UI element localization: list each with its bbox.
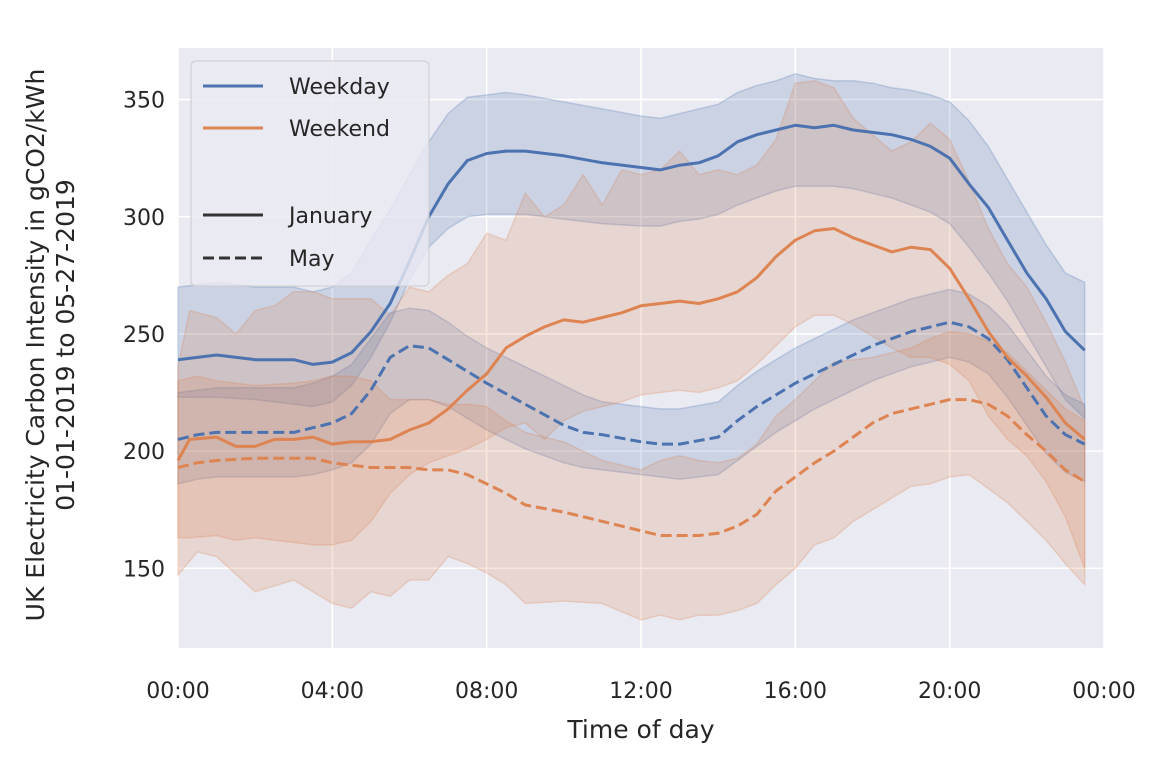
x-tick-label-5: 20:00 — [918, 679, 981, 704]
band-weekday-january — [177, 73, 1086, 421]
legend-label-may: May — [289, 247, 334, 272]
y-tick-labels: 150 200 250 300 350 — [123, 89, 165, 583]
x-tick-label-4: 16:00 — [764, 679, 827, 704]
x-tick-label-0: 00:00 — [146, 679, 209, 704]
y-axis-label-line2: 01-01-2019 to 05-27-2019 — [51, 179, 80, 511]
y-tick-label-200: 200 — [123, 440, 165, 465]
x-tick-label-1: 04:00 — [301, 679, 364, 704]
x-tick-labels: 00:00 04:00 08:00 12:00 16:00 20:00 00:00 — [146, 679, 1135, 704]
y-tick-label-250: 250 — [123, 323, 165, 348]
band-weekday-may — [177, 288, 1086, 485]
legend-label-weekend: Weekend — [289, 117, 390, 142]
x-tick-label-2: 08:00 — [455, 679, 518, 704]
y-axis-label-line1: UK Electricity Carbon Intensity in gCO2/… — [21, 69, 50, 622]
legend-box — [190, 60, 430, 287]
confidence-bands — [177, 73, 1086, 621]
legend-label-january: January — [287, 204, 372, 229]
legend: Weekday Weekend January May — [190, 60, 430, 287]
y-tick-label-300: 300 — [123, 206, 165, 231]
band-weekend-january — [177, 80, 1086, 569]
x-axis-label: Time of day — [566, 715, 714, 744]
x-tick-label-3: 12:00 — [609, 679, 672, 704]
y-tick-label-150: 150 — [123, 557, 165, 582]
legend-label-weekday: Weekday — [289, 75, 390, 100]
x-tick-label-6: 00:00 — [1072, 679, 1135, 704]
line-weekend-may — [177, 398, 1086, 537]
series-lines — [176, 123, 1086, 537]
band-weekend-may — [177, 330, 1086, 621]
line-weekend-january — [176, 227, 1086, 462]
y-tick-label-350: 350 — [123, 89, 165, 114]
line-weekday-january — [177, 123, 1086, 366]
grid — [177, 48, 1105, 648]
line-weekday-may — [177, 320, 1086, 446]
